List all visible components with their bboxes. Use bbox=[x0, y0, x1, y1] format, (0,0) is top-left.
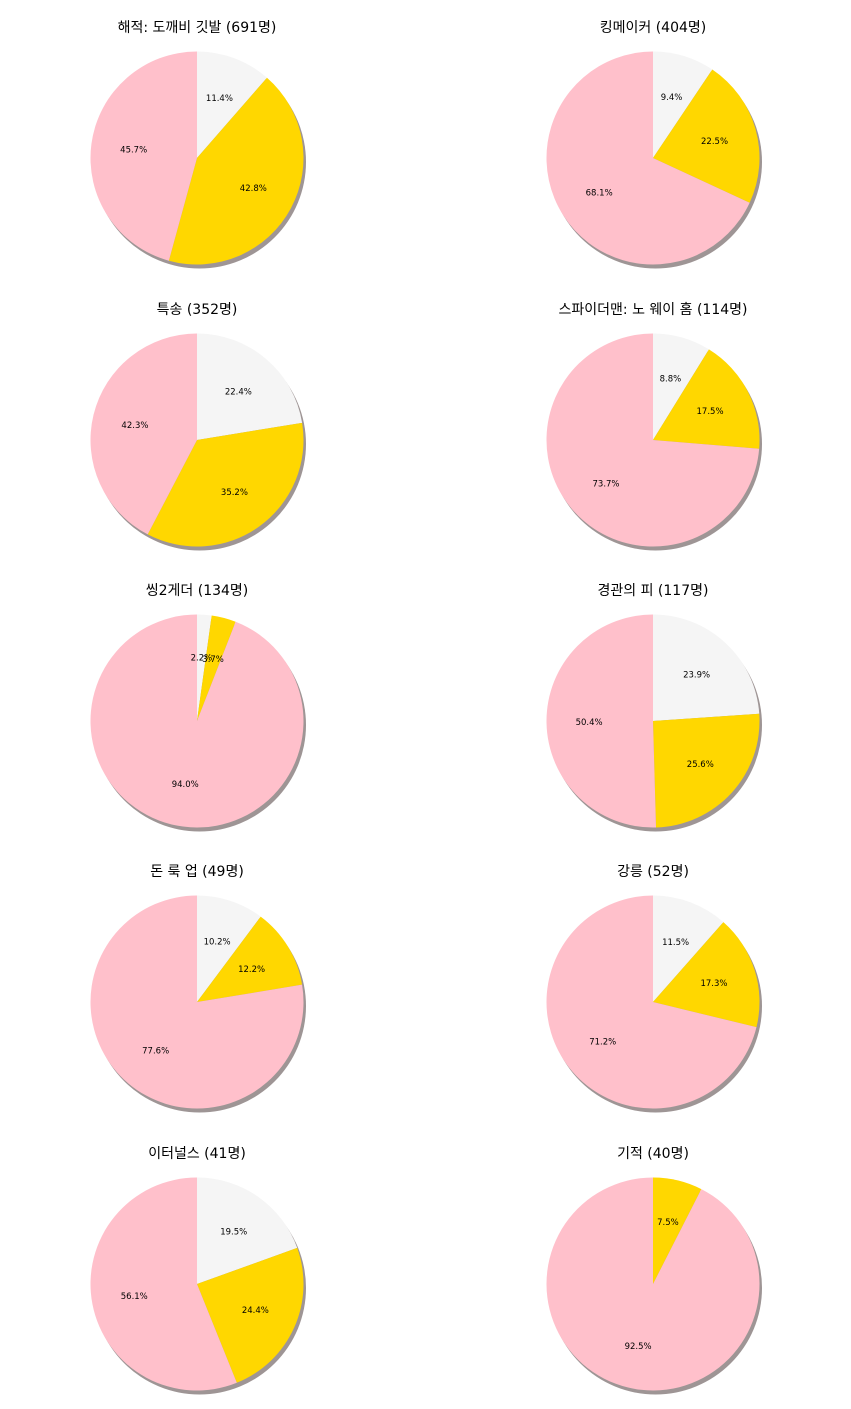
pie-slice bbox=[147, 422, 304, 547]
pie-slice bbox=[546, 51, 750, 265]
pie-pct-label: 94.0% bbox=[172, 780, 199, 790]
pie-pct-label: 73.7% bbox=[593, 479, 620, 489]
pie-slice bbox=[197, 895, 261, 1002]
pie-pct-label: 8.8% bbox=[660, 375, 682, 385]
pie-pct-label: 25.6% bbox=[687, 760, 714, 770]
pie-pct-label: 71.2% bbox=[589, 1037, 616, 1047]
pie-pct-label: 50.4% bbox=[576, 718, 603, 728]
pie-slice bbox=[546, 1177, 760, 1391]
pie-slice bbox=[90, 614, 304, 828]
pie-pct-label: 9.4% bbox=[661, 93, 683, 103]
pie-pct-label: 7.5% bbox=[657, 1218, 679, 1228]
pie-pct-label: 17.5% bbox=[697, 407, 724, 417]
pie-pct-label: 42.8% bbox=[240, 184, 267, 194]
pie-slice bbox=[197, 51, 267, 158]
pie-pct-label: 42.3% bbox=[121, 421, 148, 431]
pie-slice bbox=[90, 895, 304, 1109]
pie-pct-label: 24.4% bbox=[242, 1306, 269, 1316]
pie-slice bbox=[653, 713, 760, 828]
pie-title: 돈 룩 업 (49명) bbox=[150, 864, 244, 880]
pie-pct-label: 19.5% bbox=[220, 1228, 247, 1238]
pie-slice bbox=[197, 1247, 304, 1383]
pie-chart-7: 돈 룩 업 (49명) 10.2% 12.2% 77.6% bbox=[90, 864, 306, 1113]
pie-pct-label: 17.3% bbox=[700, 979, 727, 989]
pie-pct-label: 22.4% bbox=[225, 387, 252, 397]
pie-slice bbox=[168, 77, 304, 265]
pie-pct-label: 68.1% bbox=[586, 188, 613, 198]
pie-chart-6: 경관의 피 (117명) 23.9% 25.6% 50.4% bbox=[546, 583, 762, 832]
pie-pct-label: 35.2% bbox=[221, 488, 248, 498]
pie-slice bbox=[197, 1177, 298, 1284]
pie-title: 씽2게더 (134명) bbox=[146, 583, 249, 599]
pie-chart-1: 해적: 도깨비 깃발 (691명) 11.4% 42.8% 45.7% bbox=[90, 20, 306, 269]
pie-slice bbox=[546, 895, 757, 1109]
pie-slice bbox=[546, 333, 760, 547]
pie-pct-label: 11.4% bbox=[206, 94, 233, 104]
pie-pct-label: 92.5% bbox=[625, 1342, 652, 1352]
pie-chart-4: 스파이더맨: 노 웨이 홈 (114명) 8.8% 17.5% 73.7% bbox=[546, 302, 762, 551]
pie-pct-label: 11.5% bbox=[662, 938, 689, 948]
pie-slice bbox=[90, 51, 197, 261]
pie-slice bbox=[653, 1177, 702, 1284]
pie-slice bbox=[197, 916, 303, 1002]
pie-title: 특송 (352명) bbox=[157, 302, 238, 318]
pie-title: 경관의 피 (117명) bbox=[598, 583, 709, 599]
pie-chart-2: 킹메이커 (404명) 9.4% 22.5% 68.1% bbox=[546, 20, 762, 269]
pie-slice bbox=[653, 69, 760, 203]
pie-slice bbox=[653, 895, 724, 1002]
pie-slice bbox=[653, 922, 760, 1028]
pie-pct-label: 45.7% bbox=[120, 145, 147, 155]
pie-pct-label: 3.7% bbox=[202, 655, 224, 665]
pie-pct-label: 2.2% bbox=[191, 653, 213, 663]
pie-pct-label: 22.5% bbox=[701, 137, 728, 147]
pie-slice bbox=[546, 614, 657, 828]
pie-pct-label: 12.2% bbox=[238, 965, 265, 975]
pie-pct-label: 10.2% bbox=[204, 937, 231, 947]
pie-title: 해적: 도깨비 깃발 (691명) bbox=[118, 20, 277, 36]
pie-pct-label: 77.6% bbox=[142, 1047, 169, 1057]
pie-title: 킹메이커 (404명) bbox=[600, 20, 707, 36]
pie-pct-label: 23.9% bbox=[683, 670, 710, 680]
pie-slice bbox=[653, 51, 713, 158]
pie-title: 스파이더맨: 노 웨이 홈 (114명) bbox=[559, 302, 748, 318]
pie-slice bbox=[653, 333, 709, 440]
pie-title: 이터널스 (41명) bbox=[148, 1146, 246, 1162]
pie-chart-10: 기적 (40명) 7.5% 92.5% bbox=[546, 1146, 762, 1395]
pie-slice bbox=[653, 614, 760, 721]
pie-chart-9: 이터널스 (41명) 19.5% 24.4% 56.1% bbox=[90, 1146, 306, 1395]
pie-slice bbox=[197, 615, 236, 721]
pie-slice bbox=[197, 333, 303, 440]
pie-chart-5: 씽2게더 (134명) 2.2%3.7% 94.0% bbox=[90, 583, 306, 832]
pie-chart-3: 특송 (352명) 22.4% 35.2% 42.3% bbox=[90, 302, 306, 551]
pie-chart-8: 강릉 (52명) 11.5% 17.3% 71.2% bbox=[546, 864, 762, 1113]
pie-pct-label: 56.1% bbox=[121, 1292, 148, 1302]
pie-slice bbox=[653, 349, 760, 449]
pie-title: 강릉 (52명) bbox=[617, 864, 689, 880]
pie-title: 기적 (40명) bbox=[617, 1146, 689, 1162]
pie-slice bbox=[90, 1177, 237, 1391]
pie-slice bbox=[197, 614, 212, 721]
pie-slice bbox=[90, 333, 197, 535]
